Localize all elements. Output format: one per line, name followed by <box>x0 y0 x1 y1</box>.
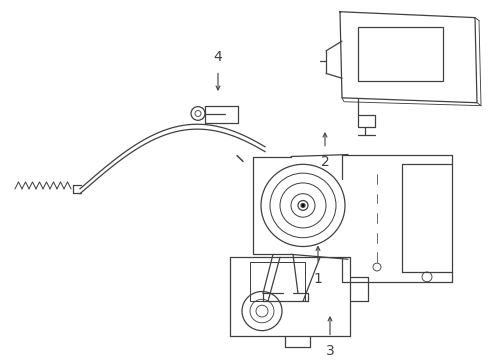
Text: 3: 3 <box>326 344 334 358</box>
Circle shape <box>301 203 305 207</box>
Bar <box>358 27 443 81</box>
Text: 4: 4 <box>214 50 222 64</box>
Text: 1: 1 <box>314 272 322 286</box>
Bar <box>250 262 305 301</box>
Text: 2: 2 <box>320 154 329 168</box>
